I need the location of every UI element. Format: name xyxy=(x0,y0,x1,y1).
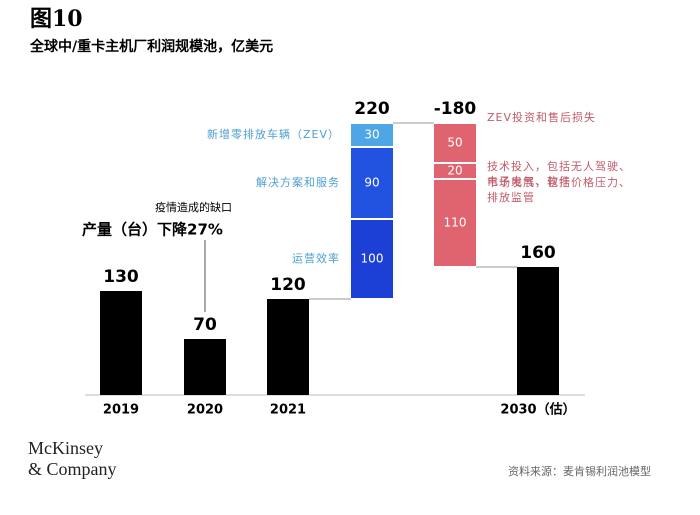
decrease-segment xyxy=(434,124,476,162)
decrease-segment xyxy=(434,164,476,178)
total-label: -180 xyxy=(434,99,477,119)
chart-subtitle: 全球中/重卡主机厂利润规模池，亿美元 xyxy=(29,38,273,55)
value-label: 130 xyxy=(103,267,139,287)
total-label: 220 xyxy=(354,99,390,119)
segment-label: ZEV投资和售后损失 xyxy=(487,111,597,124)
segment-label: 新增零排放车辆（ZEV） xyxy=(206,128,340,141)
x-tick-label: 2030（估） xyxy=(500,402,575,418)
value-label: 160 xyxy=(520,243,556,263)
bar xyxy=(184,339,226,395)
segment-label: 市场发展，包括价格压力、排放监管 xyxy=(487,176,631,204)
increase-segment xyxy=(351,148,393,218)
bar xyxy=(517,267,559,395)
x-tick-label: 2019 xyxy=(103,403,139,418)
annotation-text: 产量（台）下降27% xyxy=(82,221,223,239)
annotation-note: 疫情造成的缺口 xyxy=(155,200,232,214)
x-tick-label: 2021 xyxy=(270,403,306,418)
segment-label: 技术投入，包括无人驾驶、电子电气、软件 xyxy=(487,160,631,188)
chart-title: 图10 xyxy=(30,6,83,32)
brand: McKinsey xyxy=(28,438,103,458)
segment-value: 30 xyxy=(364,128,379,142)
bar xyxy=(267,299,309,395)
segment-value: 100 xyxy=(361,252,384,266)
segment-value: 20 xyxy=(447,164,462,178)
x-tick-label: 2020 xyxy=(187,403,223,418)
source: 资料来源：麦肯锡利润池模型 xyxy=(508,464,651,478)
segment-label: 运营效率 xyxy=(292,252,340,265)
increase-segment xyxy=(351,220,393,298)
value-label: 70 xyxy=(193,315,217,335)
brand: & Company xyxy=(28,459,117,479)
segment-value: 50 xyxy=(447,136,462,150)
segment-value: 90 xyxy=(364,176,379,190)
value-label: 120 xyxy=(270,275,306,295)
decrease-segment xyxy=(434,180,476,266)
bar xyxy=(100,291,142,395)
segment-label: 解决方案和服务 xyxy=(256,176,340,189)
segment-value: 110 xyxy=(444,216,467,230)
increase-segment xyxy=(351,124,393,146)
